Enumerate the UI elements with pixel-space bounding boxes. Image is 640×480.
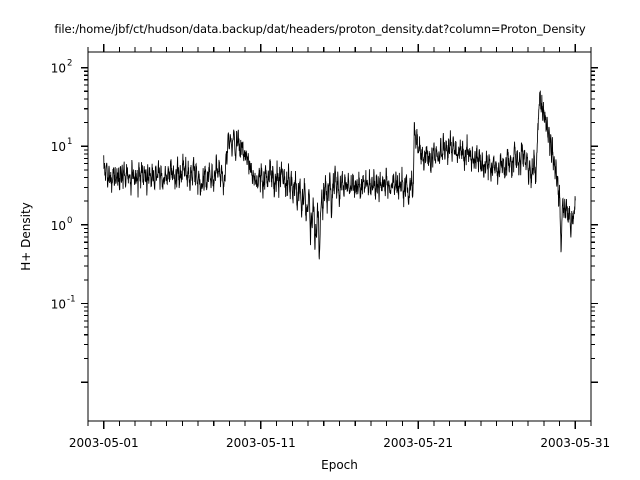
y-axis-title: H+ Density: [19, 202, 33, 271]
x-tick-label: 2003-05-21: [383, 436, 453, 450]
data-trace-line: [103, 90, 576, 260]
x-tick-label: 2003-05-31: [540, 436, 610, 450]
y-tick-label-exponent: -1: [67, 294, 75, 304]
page-title: file:/home/jbf/ct/hudson/data.backup/dat…: [54, 22, 586, 36]
x-axis-title: Epoch: [321, 458, 358, 472]
y-tick-label-exponent: 0: [67, 216, 72, 226]
x-axis-ticks: [87, 44, 592, 429]
y-tick-label-mantissa: 10: [51, 62, 66, 76]
data-series-proton-density: [103, 90, 576, 260]
y-tick-label-mantissa: 10: [51, 297, 66, 311]
x-tick-label: 2003-05-11: [226, 436, 296, 450]
plot-border: [87, 51, 592, 422]
y-tick-label: 10 2: [51, 59, 73, 76]
y-tick-label-exponent: 1: [67, 137, 72, 147]
y-tick-label-exponent: 2: [67, 59, 72, 69]
x-axis-tick-labels: 2003-05-01 2003-05-11 2003-05-21 2003-05-31: [69, 436, 610, 450]
y-axis-ticks: [81, 66, 598, 383]
x-tick-label: 2003-05-01: [69, 436, 139, 450]
y-tick-label: 10 -1: [51, 294, 76, 311]
y-tick-label-mantissa: 10: [51, 140, 66, 154]
y-tick-label-mantissa: 10: [51, 219, 66, 233]
y-tick-label: 10 1: [51, 137, 73, 154]
axis-titles: Epoch H+ Density: [19, 202, 358, 472]
y-tick-label: 10 0: [51, 216, 73, 233]
plot-frame: [87, 51, 592, 422]
